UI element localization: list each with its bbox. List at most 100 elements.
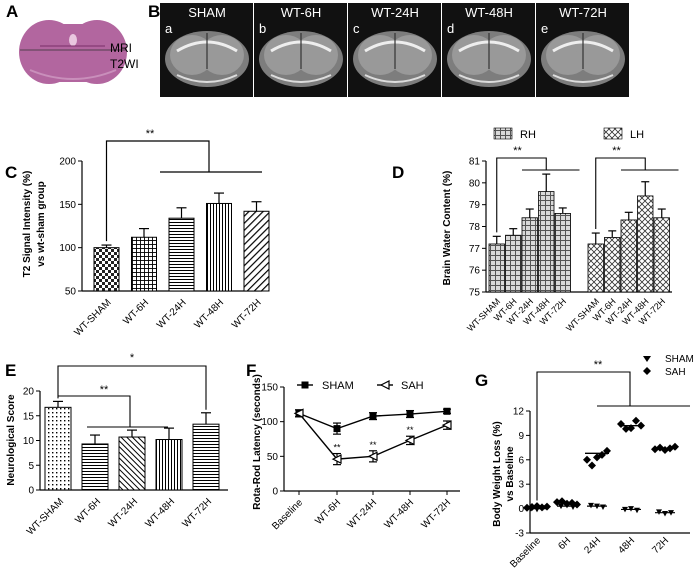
mri-basal bbox=[364, 74, 426, 83]
bar bbox=[168, 217, 195, 292]
legend-marker-sham bbox=[301, 381, 309, 389]
significance-label-inner: ** bbox=[100, 384, 109, 396]
significance-label-outer: * bbox=[130, 352, 135, 364]
panel-label-a: A bbox=[6, 2, 18, 21]
sah-point bbox=[632, 416, 640, 425]
data-point bbox=[333, 425, 341, 433]
y-axis-title: Rota-Rod Latency (seconds) bbox=[252, 374, 263, 510]
data-point bbox=[443, 407, 451, 415]
data-point bbox=[331, 454, 342, 465]
bar bbox=[488, 243, 505, 293]
panel-label-e: E bbox=[5, 361, 16, 380]
brain-section-image bbox=[19, 20, 127, 84]
data-point bbox=[367, 451, 378, 462]
mri-letter-d: d bbox=[447, 21, 454, 36]
significance-bracket bbox=[496, 157, 547, 233]
legend-label-lh: LH bbox=[630, 129, 644, 141]
x-tick-label: WT-72H bbox=[230, 297, 264, 331]
y-tick-label: 12 bbox=[513, 407, 525, 418]
sah-point bbox=[588, 461, 596, 470]
mri-basal bbox=[458, 74, 520, 83]
mri-letter-c: c bbox=[353, 21, 360, 36]
mri-title-a: SHAM bbox=[188, 5, 226, 20]
y-tick-label: 79 bbox=[469, 200, 481, 211]
y-tick-label: 20 bbox=[23, 387, 35, 398]
significance-bracket bbox=[595, 157, 646, 230]
y-tick-label: 10 bbox=[23, 436, 35, 447]
mri-image-e: WT-72H e bbox=[536, 3, 629, 97]
panel-label-d: D bbox=[392, 163, 404, 182]
mri-image-a: SHAM a bbox=[160, 3, 253, 97]
y-tick-label: 3 bbox=[518, 480, 524, 491]
x-tick-label: 48H bbox=[616, 535, 637, 556]
bar bbox=[243, 210, 270, 292]
y-tick-label: 50 bbox=[65, 287, 77, 298]
y-tick-label: 9 bbox=[518, 431, 524, 442]
x-tick-label: WT-SHAM bbox=[72, 297, 113, 338]
t2wi-label: T2WI bbox=[110, 57, 139, 71]
y-tick-label: 0 bbox=[272, 487, 278, 498]
data-point bbox=[369, 412, 377, 420]
chart-body-weight-loss: -3 0 3 6 9 12 Body Weight Loss (%) vs Baseline B… bbox=[492, 354, 694, 568]
mri-title-e: WT-72H bbox=[559, 5, 607, 20]
legend-swatch-lh bbox=[603, 127, 623, 140]
y-tick-label: 150 bbox=[261, 383, 278, 394]
significance-bracket-outer bbox=[57, 365, 207, 410]
bar bbox=[192, 423, 220, 491]
y-tick-label: 77 bbox=[469, 244, 481, 255]
significance-label: ** bbox=[612, 145, 621, 157]
point-significance-label: ** bbox=[369, 440, 377, 450]
bar bbox=[81, 443, 109, 491]
legend-label-sham: SHAM bbox=[665, 354, 694, 365]
panel-label-c: C bbox=[5, 163, 17, 182]
mri-hemisphere-right bbox=[388, 35, 432, 75]
y-tick-label: 75 bbox=[469, 288, 481, 299]
bar bbox=[521, 217, 538, 293]
y-tick-label: 100 bbox=[261, 417, 278, 428]
mri-hemisphere-right bbox=[200, 35, 244, 75]
series-sham bbox=[295, 407, 451, 435]
sah-point bbox=[617, 420, 625, 429]
x-tick-label: Baseline bbox=[270, 497, 305, 532]
mri-image-b: WT-6H b bbox=[254, 3, 347, 97]
y-axis-subtitle: vs Baseline bbox=[505, 446, 516, 501]
x-tick-label: 6H bbox=[556, 535, 573, 552]
mri-basal bbox=[270, 74, 332, 83]
legend-label-rh: RH bbox=[520, 129, 536, 141]
legend-marker-sham bbox=[643, 356, 651, 362]
x-tick-label: WT-48H bbox=[382, 497, 416, 531]
point-significance-label: ** bbox=[443, 410, 451, 420]
legend-swatch-rh bbox=[493, 127, 513, 140]
x-tick-label: 24H bbox=[582, 535, 603, 556]
y-tick-label: 5 bbox=[28, 461, 34, 472]
bar bbox=[620, 219, 637, 293]
panel-label-g: G bbox=[475, 371, 488, 390]
bar bbox=[93, 247, 120, 292]
y-tick-label: 0 bbox=[518, 504, 524, 515]
y-axis-title: T2 Signal Intensity (%) bbox=[22, 171, 33, 278]
mri-title-b: WT-6H bbox=[281, 5, 321, 20]
sham-point bbox=[570, 504, 576, 510]
mri-hemisphere-right bbox=[576, 35, 620, 75]
panel-label-f: F bbox=[246, 361, 256, 380]
y-tick-label: -3 bbox=[515, 529, 524, 540]
bar bbox=[118, 436, 146, 491]
chart-t2-signal-intensity: 50 100 150 200 T2 Signal Intensity (%) vs wt-… bbox=[22, 128, 270, 339]
mri-hemisphere-right bbox=[482, 35, 526, 75]
mri-letter-e: e bbox=[541, 21, 548, 36]
legend-marker-sah bbox=[379, 380, 390, 390]
significance-label: ** bbox=[146, 128, 155, 140]
y-tick-label: 0 bbox=[28, 486, 34, 497]
significance-bracket bbox=[105, 140, 210, 242]
sah-point bbox=[523, 503, 531, 512]
y-tick-label: 100 bbox=[59, 243, 76, 254]
y-tick-label: 50 bbox=[267, 452, 279, 463]
bar bbox=[131, 236, 157, 292]
x-tick-label: 72H bbox=[650, 535, 671, 556]
chart-brain-water-content: 75 76 77 78 79 80 81 Brain Water Content (%) WT-… bbox=[442, 127, 679, 333]
bar bbox=[637, 195, 654, 293]
